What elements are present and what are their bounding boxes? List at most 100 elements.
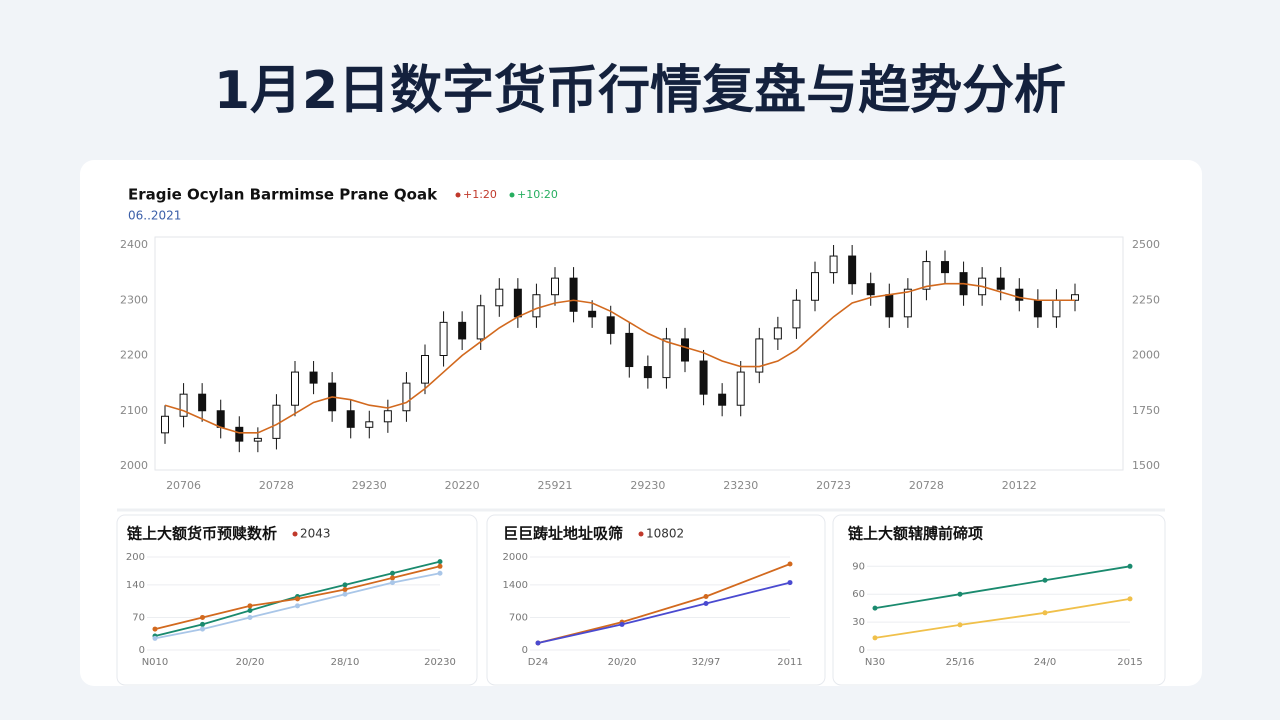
candle-body xyxy=(848,255,857,285)
candle-body xyxy=(941,261,949,274)
x-tick-label: 20728 xyxy=(909,479,944,492)
data-point xyxy=(295,603,300,609)
data-point xyxy=(342,587,348,593)
candle-body xyxy=(216,410,225,428)
candle-body xyxy=(161,415,169,434)
candle-body xyxy=(1071,294,1079,301)
candle-body xyxy=(513,288,522,318)
data-point xyxy=(390,570,395,576)
badge-dot xyxy=(292,531,298,537)
x-tick-label: 25921 xyxy=(538,479,573,492)
data-point xyxy=(342,591,348,597)
candle-body xyxy=(421,355,429,384)
y-tick-label: 30 xyxy=(852,617,865,628)
data-point xyxy=(200,626,205,632)
x-tick-label: 20706 xyxy=(166,479,201,492)
data-point xyxy=(1127,563,1133,569)
series-line xyxy=(874,565,1131,610)
x-tick-label: 28/10 xyxy=(331,657,360,668)
candle-body xyxy=(179,393,188,417)
x-tick-label: 20230 xyxy=(424,657,456,668)
y-tick-label: 2400 xyxy=(120,238,148,251)
y-tick-label: 2300 xyxy=(120,293,148,306)
candle-body xyxy=(996,277,1005,290)
data-point xyxy=(437,570,443,576)
candle-body xyxy=(699,360,708,395)
candle-body xyxy=(606,316,615,334)
data-point xyxy=(787,561,793,567)
data-point xyxy=(535,640,541,646)
y-tick-label: 0 xyxy=(139,645,145,656)
x-tick-label: 29230 xyxy=(630,479,665,492)
x-tick-label: 2011 xyxy=(777,657,802,668)
candle-body xyxy=(253,437,262,442)
y-tick-label: 90 xyxy=(852,561,865,572)
candle-body xyxy=(346,410,355,428)
data-point xyxy=(872,605,878,611)
x-tick-label: 20728 xyxy=(259,479,294,492)
y2-tick-label: 2000 xyxy=(1132,349,1160,362)
data-point xyxy=(342,582,348,588)
y-tick-label: 140 xyxy=(126,580,145,591)
data-point xyxy=(200,614,205,620)
candle-body xyxy=(829,255,838,274)
candle-body xyxy=(792,299,801,329)
candle-body xyxy=(495,288,504,307)
candle-body xyxy=(773,327,782,340)
candle-body xyxy=(569,277,578,312)
y-tick-label: 0 xyxy=(522,645,528,656)
candle-body xyxy=(1033,299,1042,318)
candle-body xyxy=(439,321,448,357)
candle-body xyxy=(458,321,467,340)
x-tick-label: 20122 xyxy=(1002,479,1037,492)
y2-tick-label: 1500 xyxy=(1132,459,1160,472)
data-point xyxy=(1127,596,1133,602)
y2-tick-label: 1750 xyxy=(1132,404,1160,417)
data-point xyxy=(152,626,158,632)
y-tick-label: 700 xyxy=(509,612,528,623)
data-point xyxy=(437,559,443,565)
series-line xyxy=(874,597,1131,639)
badge: 2043 xyxy=(300,527,331,541)
y2-tick-label: 2250 xyxy=(1132,293,1160,306)
data-point xyxy=(295,596,300,602)
x-tick-label: 20/20 xyxy=(236,657,265,668)
candle-body xyxy=(755,338,764,373)
data-point xyxy=(437,563,443,569)
data-point xyxy=(872,635,878,641)
candle-body xyxy=(476,305,485,340)
data-point xyxy=(152,635,158,641)
panel xyxy=(832,514,1166,686)
candle-body xyxy=(532,294,541,318)
data-point xyxy=(703,594,709,600)
badge-dot xyxy=(638,531,644,537)
legend-marker xyxy=(455,192,461,198)
data-point xyxy=(390,580,395,586)
y-tick-label: 2200 xyxy=(120,349,148,362)
data-point xyxy=(619,621,625,627)
plot-frame xyxy=(154,236,1124,471)
candle-body xyxy=(922,261,931,290)
legend-label: +10:20 xyxy=(517,188,558,201)
y-tick-label: 1400 xyxy=(503,580,528,591)
x-tick-label: N010 xyxy=(142,657,169,668)
candle-body xyxy=(309,371,318,384)
data-point xyxy=(787,580,793,586)
x-tick-label: 23230 xyxy=(723,479,758,492)
candle-body xyxy=(736,371,745,406)
data-point xyxy=(247,607,253,613)
candle-body xyxy=(272,404,281,439)
data-point xyxy=(247,603,253,609)
x-tick-label: 20220 xyxy=(445,479,480,492)
candle-body xyxy=(588,310,597,318)
candle-body xyxy=(718,393,727,406)
candle-body xyxy=(811,272,819,301)
data-point xyxy=(1042,577,1048,583)
x-tick-label: 32/97 xyxy=(692,657,721,668)
badge: 10802 xyxy=(646,527,684,541)
panel-title: 链上大额货币预赎数析 xyxy=(127,525,277,543)
candle-body xyxy=(551,277,559,296)
y2-tick-label: 2500 xyxy=(1132,238,1160,251)
candle-body xyxy=(643,366,652,379)
data-point xyxy=(390,575,395,581)
